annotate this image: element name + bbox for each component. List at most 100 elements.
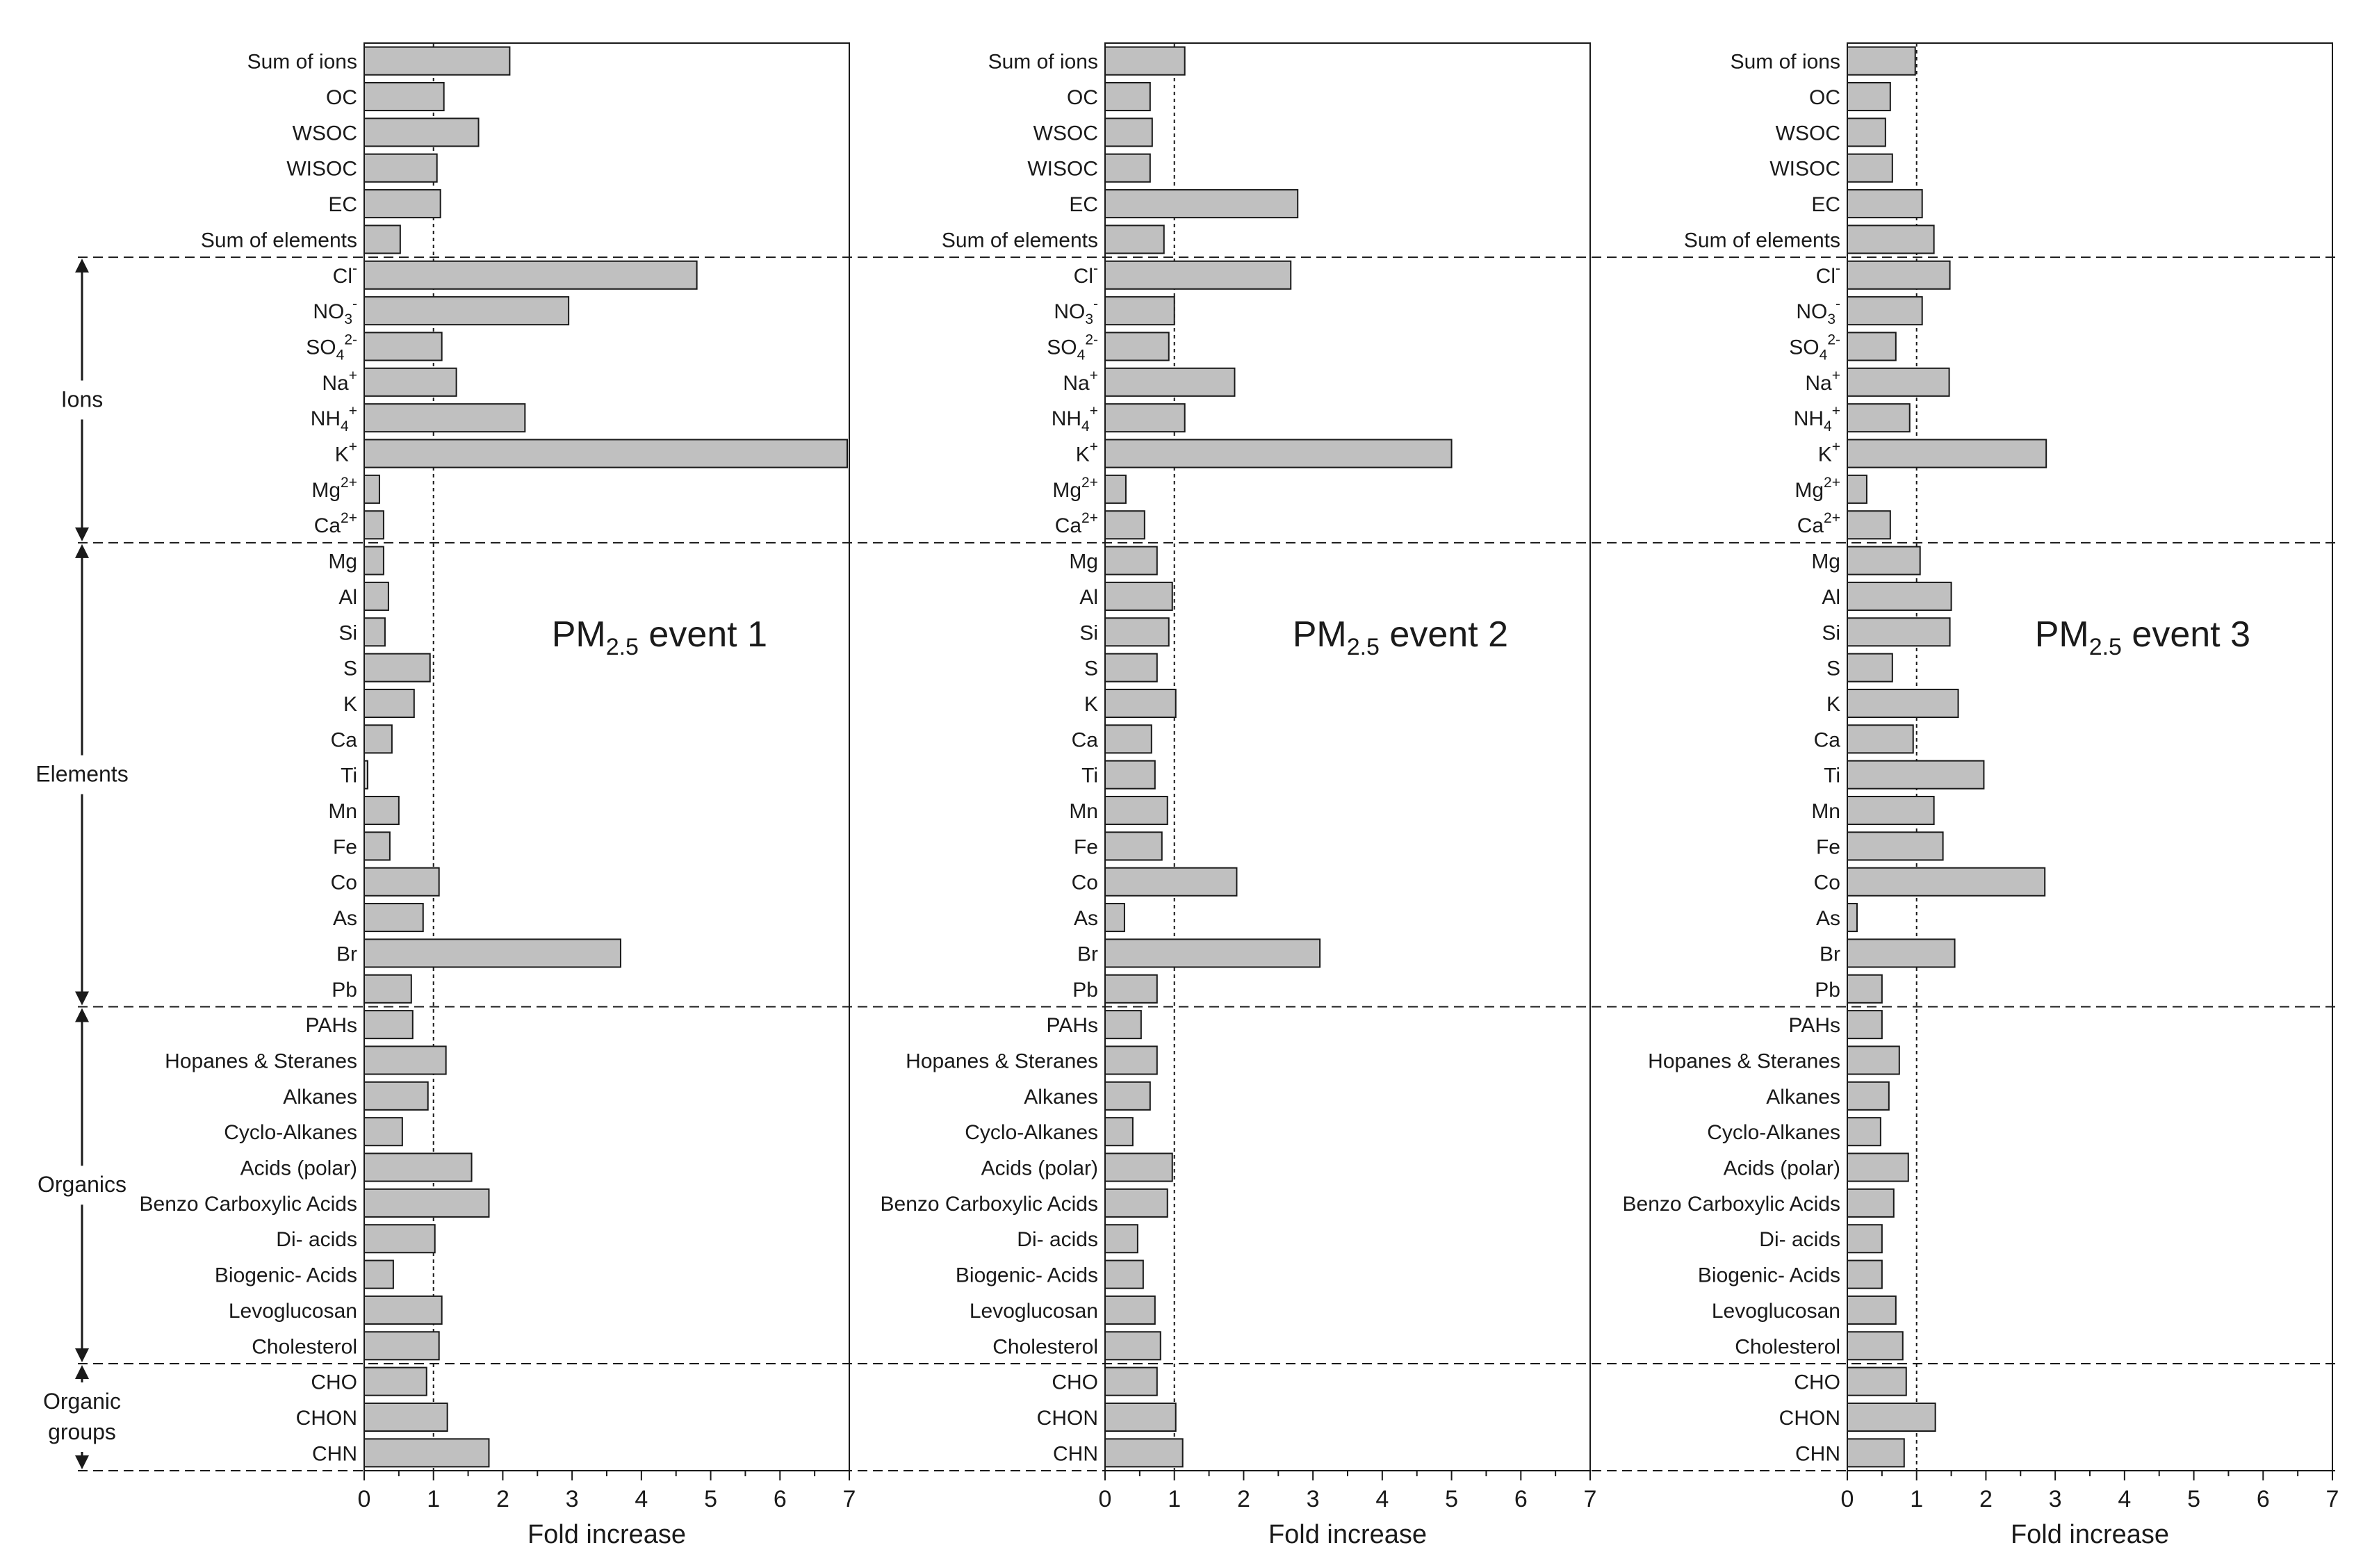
bar — [1847, 1010, 1883, 1040]
category-name: S — [1084, 658, 1098, 680]
category-label: SO42- — [1047, 332, 1098, 363]
category-name: Acids (polar) — [240, 1157, 357, 1180]
x-tick-label: 2 — [1237, 1486, 1250, 1512]
category-label: WISOC — [1769, 158, 1840, 181]
category-superscript: 2+ — [341, 510, 357, 526]
group-bracket: Ions — [61, 259, 103, 541]
bar — [363, 189, 441, 219]
category-name: Fe — [333, 835, 357, 858]
x-tick-label: 6 — [774, 1486, 787, 1512]
category-name: Mg — [328, 550, 357, 573]
category-label: WSOC — [1033, 122, 1098, 145]
category-name: Co — [1814, 872, 1840, 895]
bar — [363, 296, 570, 326]
category-name: PAHs — [1789, 1014, 1840, 1037]
x-tick-label: 7 — [2326, 1486, 2339, 1512]
bar — [1104, 1010, 1142, 1040]
bar — [1104, 1295, 1156, 1325]
category-name: OC — [1809, 86, 1840, 109]
category-label: Fe — [333, 835, 357, 858]
bar — [1104, 46, 1186, 76]
bar — [1104, 510, 1145, 540]
category-label: Mg — [1069, 550, 1098, 573]
category-label: Alkanes — [1024, 1086, 1098, 1109]
category-name: WISOC — [1027, 158, 1098, 181]
bar — [1104, 760, 1156, 790]
category-name: Na — [322, 372, 349, 395]
bar — [1847, 1331, 1904, 1361]
category-name: Ca — [1072, 728, 1099, 751]
bar — [1104, 1224, 1138, 1254]
bar — [363, 617, 386, 647]
bar — [1847, 581, 1952, 611]
category-label: Co — [1814, 872, 1840, 895]
category-name: Cyclo-Alkanes — [1707, 1121, 1840, 1144]
category-label: Sum of ions — [1731, 51, 1840, 74]
category-label: K+ — [1818, 439, 1840, 466]
category-name: Hopanes & Steranes — [906, 1050, 1098, 1072]
bar — [363, 1081, 429, 1111]
bar — [1847, 903, 1858, 933]
category-superscript: 2- — [1827, 332, 1840, 348]
bar — [1847, 546, 1921, 575]
bar — [1104, 189, 1299, 219]
category-name: Al — [1079, 586, 1098, 609]
bar — [1847, 760, 1985, 790]
bar — [363, 760, 368, 790]
bar — [1847, 403, 1911, 433]
category-name: Cyclo-Alkanes — [965, 1121, 1098, 1144]
chart-panel-2: Sum of ions OC WSOC WISOC EC Sum of elements C… — [881, 42, 1596, 1549]
bar — [1847, 474, 1867, 504]
bar — [363, 1438, 490, 1468]
bar — [363, 831, 391, 861]
category-name: EC — [1811, 193, 1840, 216]
category-name: Biogenic- Acids — [956, 1264, 1098, 1287]
panel-title-subscript: 2.5 — [2089, 634, 2122, 660]
category-name: CHO — [311, 1371, 357, 1394]
category-name: Si — [1079, 621, 1098, 644]
bar — [1104, 439, 1453, 468]
category-label: OC — [1809, 86, 1840, 109]
x-tick-label: 3 — [1307, 1486, 1320, 1512]
category-label: Acids (polar) — [981, 1157, 1098, 1180]
category-label: Mg2+ — [1794, 475, 1840, 502]
category-name: K — [1818, 443, 1832, 466]
category-label: Al — [1079, 586, 1098, 609]
category-label: Al — [338, 586, 357, 609]
category-label: S — [1084, 658, 1098, 680]
category-label: Levoglucosan — [1712, 1300, 1840, 1323]
bar — [363, 1045, 447, 1075]
category-label: Cyclo-Alkanes — [1707, 1121, 1840, 1144]
category-label: Ca2+ — [314, 510, 357, 537]
panel-title-main: PM — [1293, 614, 1347, 655]
bar — [1104, 403, 1186, 433]
bar — [1847, 367, 1950, 397]
bar — [363, 224, 401, 254]
category-name: CHO — [1794, 1371, 1840, 1394]
chart-panel-1: Sum of ions OC WSOC WISOC EC Sum of elements C… — [140, 42, 856, 1549]
category-name: SO — [1047, 336, 1077, 359]
category-label: Sum of elements — [1684, 229, 1840, 252]
category-label: PAHs — [1047, 1014, 1098, 1037]
category-label: WISOC — [1027, 158, 1098, 181]
category-name: Pb — [1815, 979, 1840, 1002]
category-label: CHN — [312, 1442, 357, 1465]
chart-panel-3: Sum of ions OC WSOC WISOC EC Sum of elements C… — [1623, 42, 2339, 1549]
arrow-up-icon — [75, 1364, 89, 1379]
bar — [1847, 439, 2047, 468]
panel-title-subscript: 2.5 — [606, 634, 639, 660]
category-name: S — [343, 658, 357, 680]
bar — [1847, 617, 1951, 647]
category-name: CHN — [1053, 1442, 1098, 1465]
category-superscript: 2- — [344, 332, 357, 348]
category-label: PAHs — [1789, 1014, 1840, 1037]
category-superscript: 2+ — [341, 475, 357, 491]
bar — [1104, 617, 1170, 647]
group-bracket: Organic groups — [43, 1364, 121, 1469]
category-subscript: 4 — [341, 418, 349, 434]
category-name: CHON — [296, 1407, 357, 1430]
x-tick-label: 6 — [2257, 1486, 2270, 1512]
category-name: As — [1816, 907, 1840, 930]
category-label: S — [1826, 658, 1840, 680]
